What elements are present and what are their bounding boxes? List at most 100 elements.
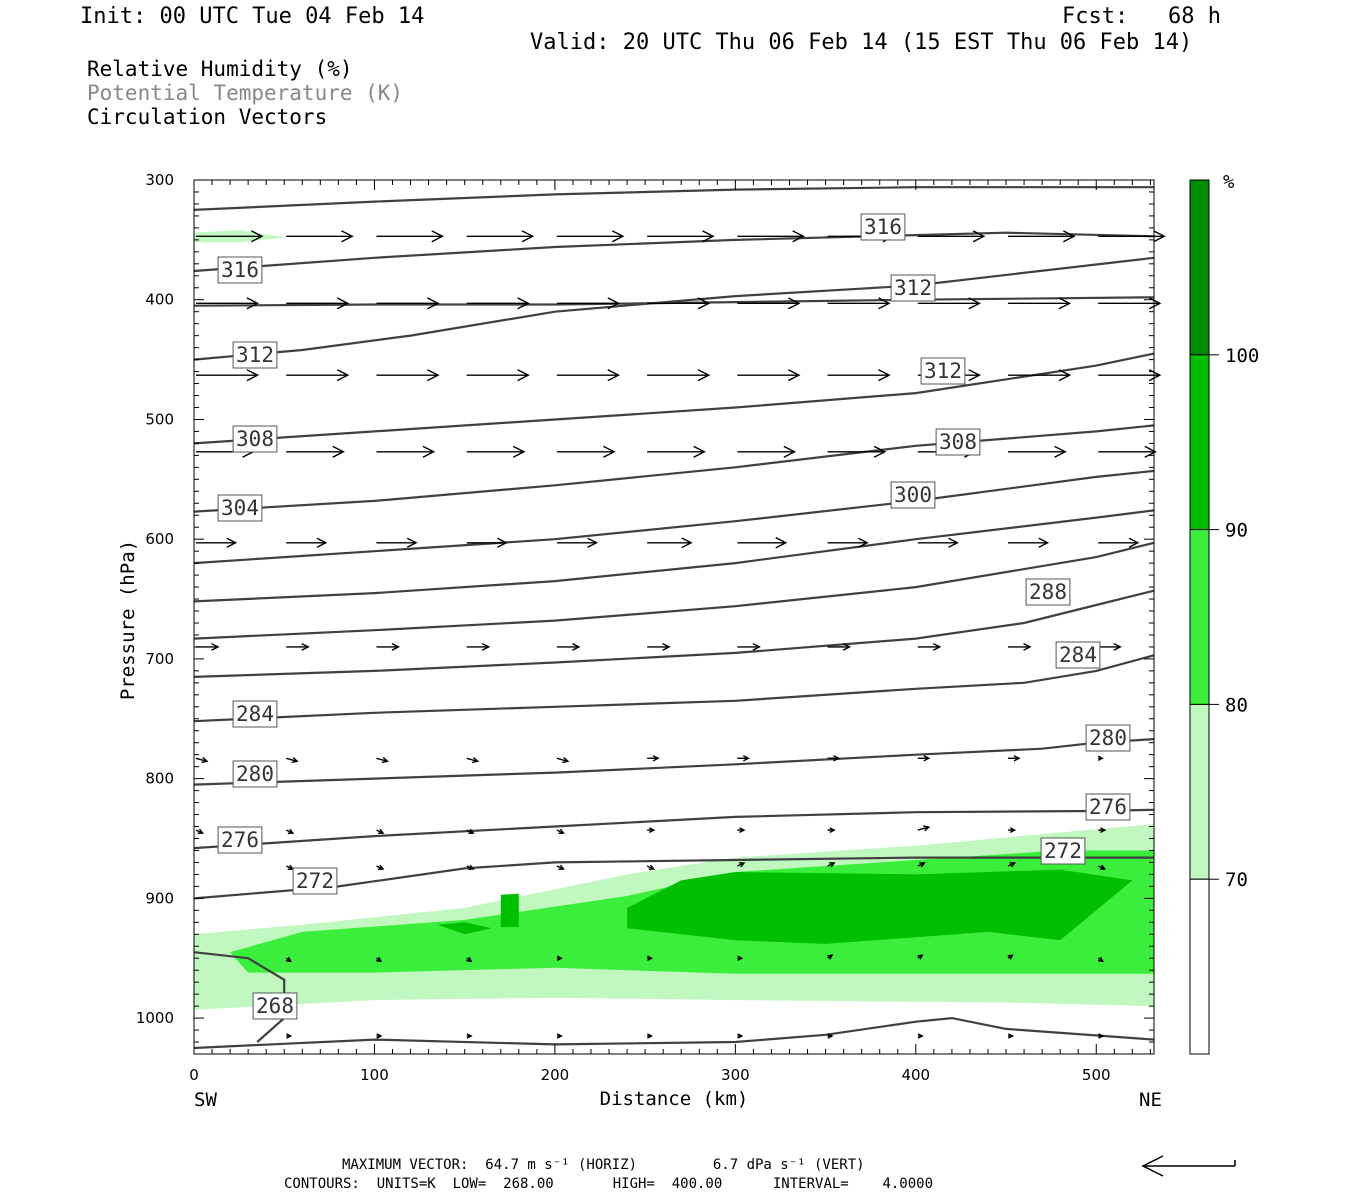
vector-head — [246, 369, 260, 382]
vector-head — [697, 369, 711, 382]
vector-head — [332, 445, 345, 458]
colorbar-segment-80 — [1189, 529, 1210, 705]
wind-vector — [827, 537, 869, 548]
contour-label-268: 268 — [256, 994, 294, 1018]
wind-vector — [466, 756, 480, 764]
y-tick-label: 300 — [145, 171, 174, 189]
vector-head — [833, 755, 841, 762]
vector-head — [336, 297, 350, 310]
vector-head — [1128, 537, 1140, 548]
vector-head — [1054, 445, 1067, 458]
contour-label-box — [860, 213, 906, 241]
contour-label-layer: 316 316 312 312 308 312 304 308 300 288 284 284 280 2… — [217, 213, 1131, 1020]
contour-label-276: 276 — [1089, 795, 1127, 819]
theta-contour-264 — [193, 1016, 1155, 1050]
wind-vector — [466, 445, 526, 458]
contour-label-316: 316 — [864, 215, 902, 239]
wind-vector — [286, 230, 354, 243]
contour-label-box — [292, 867, 338, 895]
contour-label-box — [217, 494, 263, 522]
wind-vector — [1097, 755, 1104, 761]
vector-head — [226, 537, 238, 548]
wind-vector — [466, 297, 530, 310]
wind-vector — [647, 827, 656, 834]
vector-head — [603, 445, 616, 458]
vector-head — [607, 369, 621, 382]
vector-head — [1058, 369, 1072, 382]
contour-label-304: 304 — [221, 496, 259, 520]
wind-vector — [1098, 445, 1157, 458]
wind-vector — [737, 537, 788, 549]
wind-vector — [917, 297, 981, 310]
wind-vector — [376, 297, 440, 310]
wind-vector — [827, 1033, 834, 1039]
vector-head — [556, 1033, 563, 1039]
vector-head — [1013, 755, 1021, 762]
axes-layer: 300 400 500 600 700 800 900 1000 0 100 200 300 400 50… — [136, 171, 1154, 1084]
wind-vector — [556, 537, 599, 548]
vector-head — [558, 828, 565, 835]
contour-label-312: 312 — [924, 359, 962, 383]
vector-head — [737, 955, 744, 961]
vector-head — [919, 862, 926, 868]
wind-vector — [376, 445, 436, 458]
wind-vector — [196, 537, 238, 548]
contour-label-box — [890, 481, 936, 509]
vector-head — [406, 537, 418, 548]
contour-label-box — [1025, 578, 1071, 606]
vector-head — [472, 756, 480, 764]
contour-label-box — [232, 425, 278, 453]
wind-vector — [376, 956, 383, 963]
vector-head — [427, 297, 440, 310]
contour-label-280: 280 — [1089, 726, 1127, 750]
wind-vector — [737, 755, 750, 762]
wind-vector — [827, 862, 836, 868]
x-tick-label: 100 — [360, 1066, 389, 1084]
wind-vector — [376, 642, 400, 651]
wind-vector — [196, 369, 260, 382]
vector-head — [681, 537, 693, 549]
vector-head — [787, 297, 801, 310]
wind-vector — [827, 445, 887, 458]
vector-head — [558, 864, 565, 870]
wind-vector — [1008, 230, 1076, 243]
y-tick-label: 600 — [145, 530, 174, 548]
contour-label-280: 280 — [236, 762, 274, 786]
contour-label-316: 316 — [221, 258, 259, 282]
theta-contour-316 — [193, 231, 1155, 273]
vector-head — [878, 297, 891, 310]
legend-relative-humidity: Relative Humidity (%) — [87, 57, 353, 81]
init-time: Init: 00 UTC Tue 04 Feb 14 — [80, 4, 425, 29]
y-tick-label: 400 — [145, 291, 174, 309]
vector-head — [737, 1033, 744, 1039]
vector-head — [246, 297, 260, 310]
y-tick-label: 500 — [145, 410, 174, 428]
plot-frame — [193, 179, 1155, 1055]
vector-shaft — [466, 757, 478, 762]
vector-head — [468, 828, 475, 835]
reference-vector — [1141, 1155, 1236, 1177]
colorbar-label-80: 80 — [1225, 694, 1248, 716]
contour-label-box — [1055, 641, 1101, 669]
wind-vector — [286, 297, 350, 310]
wind-vector — [195, 828, 205, 835]
colorbar-segment-100 — [1189, 179, 1210, 356]
vector-head — [878, 369, 891, 382]
contour-label-308: 308 — [236, 427, 274, 451]
wind-vector — [647, 755, 660, 762]
vector-head — [431, 230, 444, 243]
vector-head — [1098, 1033, 1105, 1039]
wind-vector — [376, 1033, 383, 1039]
vector-head — [250, 230, 264, 243]
wind-vector — [1008, 537, 1050, 548]
x-tick-label: 400 — [901, 1066, 930, 1084]
wind-vector — [827, 755, 841, 762]
wind-vector — [376, 537, 418, 548]
y-tick-label: 900 — [145, 889, 174, 907]
wind-vector — [1098, 827, 1107, 834]
vector-head — [932, 642, 942, 651]
colorbar-label-100: 100 — [1225, 345, 1259, 367]
wind-vector — [466, 369, 530, 382]
wind-vector — [917, 1033, 924, 1039]
vector-head — [562, 756, 570, 764]
